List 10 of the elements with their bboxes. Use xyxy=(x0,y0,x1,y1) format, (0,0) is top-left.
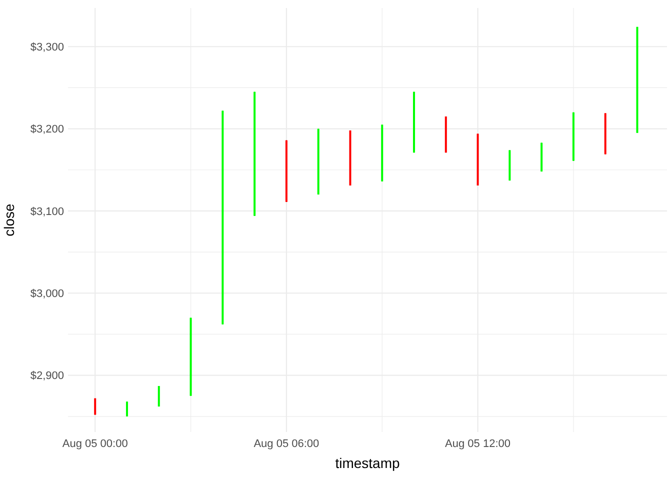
x-axis-title: timestamp xyxy=(335,455,400,471)
x-tick-label: Aug 05 06:00 xyxy=(254,438,320,450)
y-tick-label: $3,200 xyxy=(30,124,64,136)
y-tick-label: $3,000 xyxy=(30,288,64,300)
y-tick-label: $3,300 xyxy=(30,41,64,54)
x-tick-label: Aug 05 12:00 xyxy=(445,438,511,450)
y-tick-label: $3,100 xyxy=(30,206,64,218)
y-axis-title: close xyxy=(1,203,17,236)
y-tick-label: $2,900 xyxy=(30,370,64,382)
x-tick-label: Aug 05 00:00 xyxy=(62,438,128,450)
